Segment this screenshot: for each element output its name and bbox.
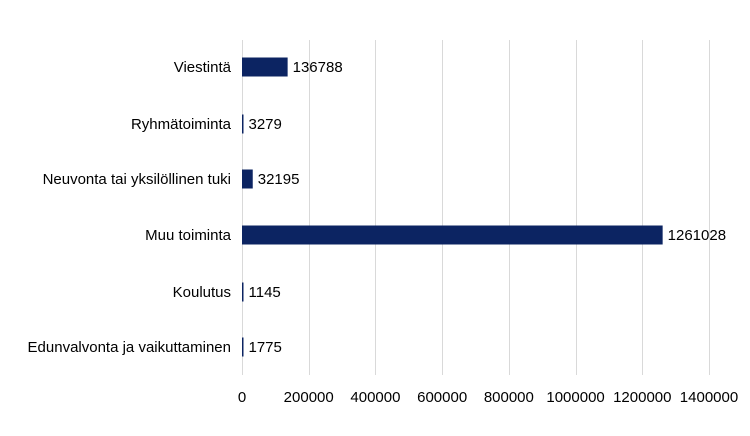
category-label: Viestintä (174, 59, 232, 76)
x-tick-label: 1200000 (613, 389, 671, 406)
gridlines (242, 40, 710, 375)
category-labels: Viestintä Ryhmätoiminta Neuvonta tai yksil… (28, 59, 232, 356)
bar (242, 337, 244, 357)
bar (242, 57, 288, 77)
bar (242, 282, 244, 302)
data-label: 1261028 (668, 227, 726, 244)
bar (242, 169, 253, 189)
bar (242, 114, 244, 134)
x-tick-label: 800000 (484, 389, 534, 406)
data-label: 32195 (258, 171, 300, 188)
x-tick-label: 1400000 (680, 389, 738, 406)
x-tick-label: 400000 (350, 389, 400, 406)
data-label: 1145 (249, 284, 281, 301)
data-label: 1775 (249, 339, 282, 356)
data-labels: 136788 3279 32195 1261028 1145 1775 (249, 59, 727, 356)
x-tick-label: 0 (238, 389, 246, 406)
category-label: Koulutus (173, 284, 231, 301)
x-tick-label: 1000000 (546, 389, 604, 406)
x-tick-label: 600000 (417, 389, 467, 406)
x-axis-tick-labels: 0 200000 400000 600000 800000 1000000 1200000 1… (238, 389, 738, 406)
data-label: 136788 (293, 59, 343, 76)
category-label: Edunvalvonta ja vaikuttaminen (28, 339, 231, 356)
bar (242, 225, 663, 245)
category-label: Muu toiminta (145, 227, 232, 244)
x-tick-label: 200000 (284, 389, 334, 406)
category-label: Ryhmätoiminta (131, 116, 232, 133)
bars (242, 57, 663, 357)
category-label: Neuvonta tai yksilöllinen tuki (43, 171, 231, 188)
data-label: 3279 (249, 116, 282, 133)
